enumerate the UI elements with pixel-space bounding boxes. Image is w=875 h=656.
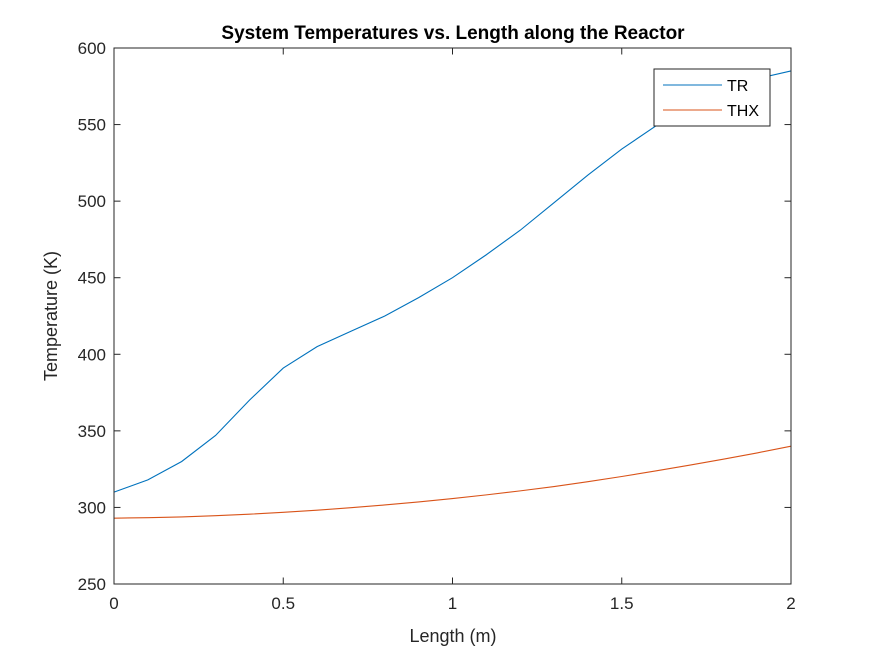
x-tick-label: 0.5	[271, 594, 295, 613]
y-tick-label: 350	[78, 422, 106, 441]
x-axis-label: Length (m)	[409, 626, 496, 646]
chart-title: System Temperatures vs. Length along the…	[221, 23, 685, 44]
plot-area	[114, 48, 791, 584]
axes-box	[113, 47, 792, 585]
x-tick-label: 1	[448, 594, 457, 613]
y-axis-label: Temperature (K)	[41, 251, 61, 381]
y-tick-label: 250	[78, 575, 106, 594]
legend-label-tr: TR	[727, 78, 748, 95]
x-tick-label: 2	[786, 594, 795, 613]
plot-frame	[113, 47, 792, 585]
legend-box	[653, 68, 771, 127]
legend-label-thx: THX	[727, 103, 759, 120]
y-tick-label: 500	[78, 192, 106, 211]
y-tick-label: 600	[78, 39, 106, 58]
y-tick-label: 550	[78, 116, 106, 135]
y-tick-label: 300	[78, 498, 106, 517]
axis-ticks: 0 0.5 1 1.5 2 250 300 350 400 450 500 550 600	[78, 39, 796, 613]
x-tick-label: 1.5	[610, 594, 634, 613]
series-line-thx	[113, 445, 792, 519]
y-tick-label: 450	[78, 269, 106, 288]
legend: TR THX	[653, 68, 771, 127]
x-tick-label: 0	[109, 594, 118, 613]
y-tick-label: 400	[78, 345, 106, 364]
